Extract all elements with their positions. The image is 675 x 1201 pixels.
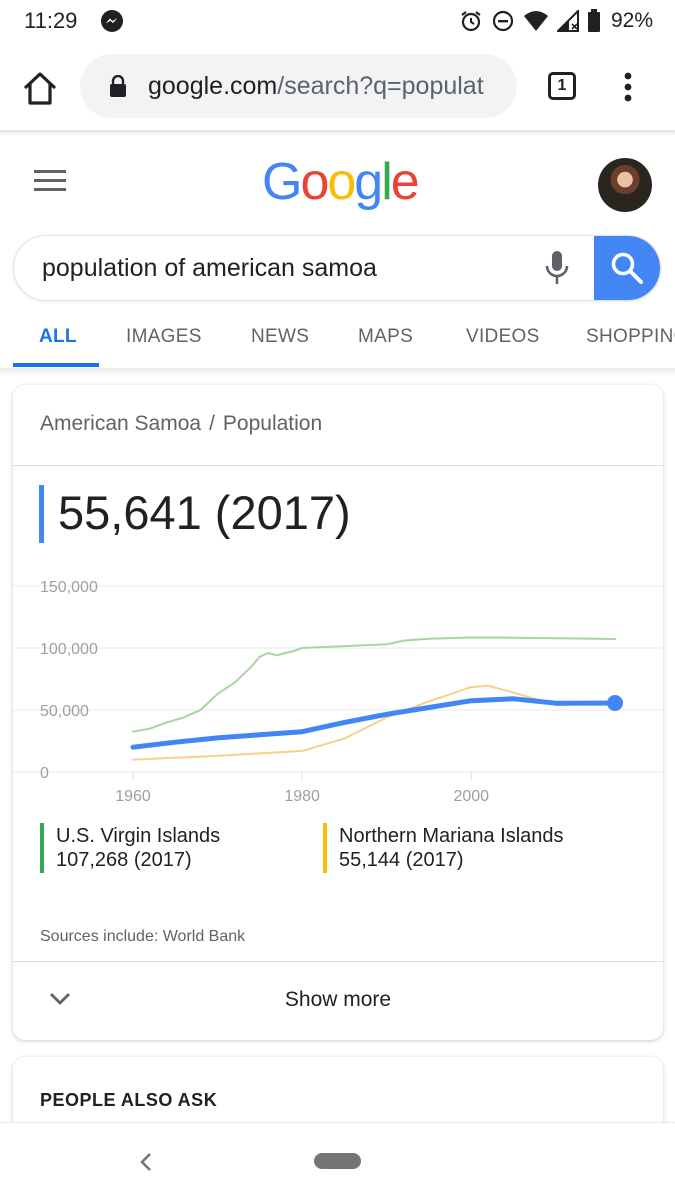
account-avatar[interactable] <box>598 158 652 212</box>
back-icon[interactable] <box>138 1151 154 1173</box>
browser-toolbar: google.com/search?q=populat 1 <box>0 42 675 130</box>
hamburger-menu-icon[interactable] <box>34 170 66 192</box>
legend-name: Northern Mariana Islands <box>339 825 564 847</box>
microphone-icon[interactable] <box>544 250 570 286</box>
address-bar[interactable]: google.com/search?q=populat <box>80 54 517 118</box>
legend-swatch <box>323 823 327 873</box>
series-line-1 <box>132 636 616 733</box>
series-endpoint <box>607 695 623 712</box>
series-line-3 <box>130 696 618 750</box>
x-tick-label: 1960 <box>115 788 151 805</box>
google-logo[interactable]: Google <box>262 152 420 212</box>
y-tick-label: 150,000 <box>40 579 98 596</box>
tabs-shadow <box>0 368 675 376</box>
status-bar: 11:29 92% <box>0 0 675 42</box>
tab-switcher-button[interactable]: 1 <box>548 72 576 100</box>
tab-shopping[interactable]: SHOPPING <box>586 326 675 347</box>
active-tab-indicator <box>13 363 99 367</box>
url-path: /search?q=populat <box>277 72 484 100</box>
tab-images[interactable]: IMAGES <box>126 326 202 347</box>
search-button[interactable] <box>594 236 660 300</box>
tab-videos[interactable]: VIDEOS <box>466 326 540 347</box>
system-nav-bar <box>0 1122 675 1201</box>
card-divider <box>13 465 663 466</box>
x-tick-label: 1980 <box>284 788 320 805</box>
lock-icon <box>110 75 126 97</box>
tab-maps[interactable]: MAPS <box>358 326 414 347</box>
overflow-menu-icon[interactable] <box>618 70 638 104</box>
search-icon <box>611 252 643 284</box>
breadcrumb-entity[interactable]: American Samoa <box>40 412 202 435</box>
y-tick-label: 0 <box>40 765 49 782</box>
legend-name: U.S. Virgin Islands <box>56 825 221 847</box>
population-card: American Samoa / Population 55,641 (2017) … <box>13 385 663 1040</box>
y-tick-label: 100,000 <box>40 641 98 658</box>
toolbar-divider <box>0 130 675 136</box>
status-time: 11:29 <box>24 8 78 33</box>
logo-letter: G <box>262 153 302 211</box>
search-input[interactable]: population of american samoa <box>42 254 377 282</box>
show-more-button[interactable]: Show more <box>13 962 663 1040</box>
show-more-label: Show more <box>284 988 392 1011</box>
logo-letter: l <box>381 153 392 211</box>
breadcrumb-attribute[interactable]: Population <box>222 412 323 435</box>
legend-value: 55,144 (2017) <box>339 849 464 871</box>
breadcrumb-separator: / <box>209 412 215 435</box>
breadcrumb: American Samoa / Population <box>40 412 322 436</box>
series-line-2 <box>132 684 616 761</box>
logo-letter: o <box>300 153 329 211</box>
population-chart[interactable]: 0 50,000 100,000 150,000 1960 1980 2000 <box>13 570 663 810</box>
url-host: google.com <box>148 72 278 100</box>
population-value: 55,641 (2017) <box>58 486 351 539</box>
tab-news[interactable]: NEWS <box>251 326 310 347</box>
battery-icon <box>587 9 600 32</box>
url-text: google.com/search?q=populat <box>148 72 484 101</box>
sources-note: Sources include: World Bank <box>40 928 246 945</box>
do-not-disturb-icon <box>492 10 514 32</box>
card-divider <box>13 961 663 962</box>
y-tick-label: 50,000 <box>40 703 89 720</box>
legend-value: 107,268 (2017) <box>56 849 192 871</box>
tab-all[interactable]: ALL <box>39 326 77 347</box>
alarm-icon <box>461 11 481 32</box>
people-also-ask-title: PEOPLE ALSO ASK <box>40 1090 218 1110</box>
wifi-icon <box>523 11 548 31</box>
home-pill[interactable] <box>314 1153 361 1169</box>
status-icons: 92% <box>459 8 653 34</box>
messenger-icon <box>101 10 123 32</box>
legend-swatch <box>40 823 44 873</box>
value-accent-bar <box>39 485 44 543</box>
logo-letter: e <box>390 153 420 211</box>
search-tabs: ALL IMAGES NEWS MAPS VIDEOS SHOPPING <box>0 318 675 368</box>
logo-letter: o <box>327 153 356 211</box>
logo-letter: g <box>354 153 383 211</box>
battery-percent: 92% <box>610 9 653 32</box>
chevron-down-icon <box>50 993 70 1005</box>
x-tick-label: 2000 <box>453 788 489 805</box>
cell-signal-icon <box>556 10 579 32</box>
search-box[interactable]: population of american samoa <box>13 235 661 301</box>
home-icon[interactable] <box>20 68 60 108</box>
